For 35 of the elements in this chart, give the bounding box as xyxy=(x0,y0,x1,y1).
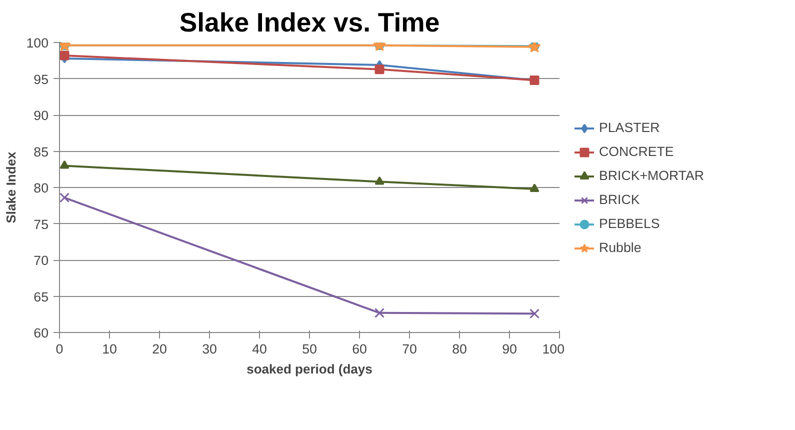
legend-label: PEBBELS xyxy=(599,216,660,231)
x-tick-label: 20 xyxy=(152,342,167,356)
point xyxy=(530,308,540,319)
y-tick-label: 65 xyxy=(34,289,49,304)
legend-label: Rubble xyxy=(599,240,642,255)
y-tick-label: 100 xyxy=(26,36,49,50)
y-tick-label: 80 xyxy=(34,180,49,196)
x-tick-label: 40 xyxy=(252,342,267,356)
y-axis-title: Slake Index xyxy=(3,150,18,224)
x-tick-label: 30 xyxy=(202,342,217,356)
legend-label: CONCRETE xyxy=(599,144,674,159)
point xyxy=(374,176,384,185)
point xyxy=(530,184,540,192)
chart-title: Slake Index vs. Time xyxy=(179,8,440,38)
y-tick-label: 85 xyxy=(34,144,49,160)
legend-label: BRICK+MORTAR xyxy=(599,168,704,183)
point xyxy=(60,192,70,203)
x-tick-label: 90 xyxy=(502,342,517,356)
x-tick-label: 0 xyxy=(56,342,64,356)
legend-label: PLASTER xyxy=(599,120,660,135)
y-tick-label: 90 xyxy=(34,108,49,123)
x-tick-label: 70 xyxy=(402,342,417,356)
y-tick-label: 60 xyxy=(34,326,49,340)
x-tick-label: 80 xyxy=(452,342,467,356)
x-tick-label: 10 xyxy=(102,342,117,356)
x-tick-label: 60 xyxy=(352,342,367,356)
x-tick-label: 100 xyxy=(542,342,565,356)
x-tick-label: 50 xyxy=(302,342,317,356)
point xyxy=(60,160,70,169)
legend-label: BRICK xyxy=(599,192,640,207)
y-tick-label: 75 xyxy=(34,216,49,232)
point xyxy=(374,308,384,318)
y-tick-label: 95 xyxy=(34,72,49,87)
x-axis-title: soaked period (days xyxy=(246,362,372,376)
y-tick-label: 70 xyxy=(34,253,49,268)
